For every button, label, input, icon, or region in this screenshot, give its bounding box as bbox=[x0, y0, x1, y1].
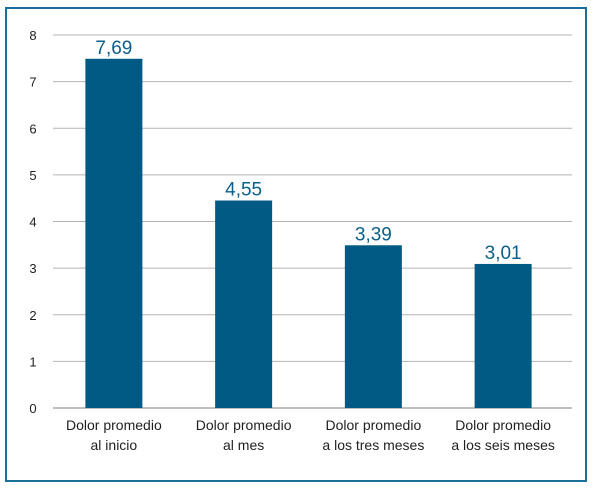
bar bbox=[85, 58, 143, 409]
y-tick-label: 7 bbox=[29, 75, 36, 90]
x-category-label: al inicio bbox=[91, 437, 138, 453]
y-tick-label: 2 bbox=[29, 308, 36, 323]
x-category-label: a los tres meses bbox=[322, 437, 424, 453]
bar bbox=[474, 263, 532, 408]
y-tick-label: 6 bbox=[29, 121, 36, 136]
chart-frame: 0 1 2 3 4 5 6 7 8 7,69 4,55 3,39 3,01 Dolor promedi… bbox=[5, 7, 587, 482]
data-label: 4,55 bbox=[225, 180, 262, 201]
data-labels: 7,69 4,55 3,39 3,01 bbox=[95, 38, 521, 264]
x-category-label: Dolor promedio bbox=[455, 417, 551, 433]
y-tick-label: 0 bbox=[29, 401, 36, 416]
y-tick-label: 5 bbox=[29, 168, 36, 183]
x-category-label: a los seis meses bbox=[451, 437, 554, 453]
y-tick-label: 1 bbox=[29, 354, 36, 369]
bars bbox=[85, 58, 532, 409]
x-category-label: Dolor promedio bbox=[326, 417, 422, 433]
bar bbox=[215, 200, 273, 408]
y-tick-label: 4 bbox=[29, 215, 36, 230]
y-axis-ticks: 0 1 2 3 4 5 6 7 8 bbox=[29, 28, 36, 416]
bar-chart: 0 1 2 3 4 5 6 7 8 7,69 4,55 3,39 3,01 Dolor promedi… bbox=[29, 28, 572, 453]
bar bbox=[344, 245, 402, 408]
x-category-label: Dolor promedio bbox=[66, 417, 162, 433]
y-tick-label: 8 bbox=[29, 28, 36, 43]
y-tick-label: 3 bbox=[29, 261, 36, 276]
data-label: 7,69 bbox=[95, 38, 132, 59]
x-category-label: Dolor promedio bbox=[196, 417, 292, 433]
x-category-label: al mes bbox=[223, 437, 264, 453]
data-label: 3,01 bbox=[485, 243, 522, 264]
data-label: 3,39 bbox=[355, 224, 392, 245]
x-axis-categories: Dolor promedio al inicio Dolor promedio al … bbox=[66, 417, 555, 453]
